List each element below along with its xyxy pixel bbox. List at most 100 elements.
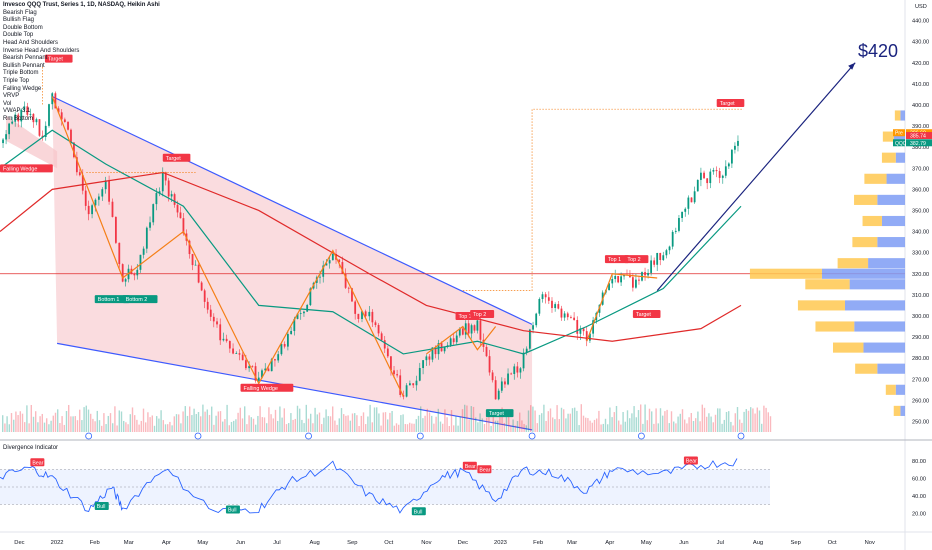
volume-bar — [646, 420, 648, 432]
candle — [497, 390, 500, 400]
candle — [617, 275, 620, 283]
volume-bar — [241, 418, 244, 432]
volume-bar — [569, 413, 571, 432]
volume-profile-bar — [895, 384, 905, 395]
candle — [631, 277, 634, 288]
volume-bar — [587, 418, 589, 432]
candle — [611, 279, 614, 284]
candle — [293, 318, 296, 331]
candle — [371, 311, 374, 323]
candle — [264, 368, 267, 371]
candle — [525, 348, 528, 353]
volume-profile-bar — [894, 110, 901, 121]
volume-bar — [664, 411, 666, 432]
volume-bar — [395, 423, 398, 432]
volume-bar — [32, 416, 35, 432]
candle — [78, 172, 81, 176]
candle — [60, 112, 63, 120]
volume-bar — [732, 425, 734, 432]
volume-bar — [411, 423, 413, 432]
candle — [87, 205, 90, 215]
candle — [14, 114, 17, 122]
volume-bar — [728, 411, 730, 432]
legend-item[interactable]: Vol — [3, 100, 12, 107]
volume-bar — [453, 425, 455, 432]
candle — [458, 328, 461, 336]
volume-bar — [653, 423, 655, 432]
candle — [415, 380, 418, 386]
pattern-label — [0, 164, 53, 173]
candle — [408, 383, 411, 386]
volume-bar — [499, 412, 501, 432]
legend-item[interactable]: Bearish Pennant — [3, 55, 48, 62]
legend-item[interactable]: Triple Bottom — [3, 70, 39, 77]
volume-bar — [637, 410, 640, 432]
volume-bar — [24, 422, 26, 432]
volume-bar — [74, 416, 76, 432]
volume-bar — [591, 422, 593, 432]
volume-bar — [332, 406, 334, 432]
legend-item[interactable]: Triple Top — [3, 77, 30, 84]
legend-item[interactable]: VWAP 3.1 — [3, 108, 31, 115]
legend-item[interactable]: Bearish Flag — [3, 9, 37, 16]
volume-bar — [739, 419, 741, 432]
price-tick-label: 280.00 — [912, 356, 929, 362]
legend-item[interactable]: Falling Wedge — [3, 85, 42, 92]
volume-bar — [90, 413, 92, 432]
candle — [507, 373, 509, 385]
candle — [277, 354, 280, 361]
candle — [67, 122, 69, 130]
volume-bar — [448, 425, 450, 432]
volume-bar — [433, 423, 435, 432]
legend-item[interactable]: VRVP — [3, 93, 20, 100]
volume-bar — [747, 410, 750, 432]
candle — [647, 272, 649, 276]
volume-bar — [472, 406, 475, 432]
candle — [142, 248, 145, 255]
candle — [341, 262, 344, 274]
legend-item[interactable]: Head And Shoulders — [3, 39, 59, 46]
legend-item[interactable]: Inverse Head And Shoulders — [3, 47, 80, 54]
volume-bar — [281, 417, 283, 432]
candle — [589, 333, 591, 341]
candle — [418, 368, 421, 381]
candle — [461, 328, 464, 335]
ma-red-line — [0, 171, 742, 342]
pattern-label-text: Target — [48, 57, 63, 63]
candle — [668, 246, 671, 251]
volume-bar — [376, 407, 378, 432]
volume-bar — [204, 411, 206, 432]
volume-bar — [202, 404, 204, 432]
candle — [541, 294, 544, 300]
volume-bar — [2, 415, 4, 432]
candle — [449, 338, 452, 346]
time-tick-label: Oct — [828, 540, 837, 546]
volume-bar — [120, 411, 123, 432]
candle — [170, 194, 173, 197]
volume-bar — [695, 418, 697, 432]
volume-profile-bar — [852, 237, 878, 248]
volume-bar — [299, 408, 301, 432]
candle — [500, 381, 503, 391]
volume-bar — [481, 418, 483, 432]
volume-bar — [725, 411, 728, 432]
volume-profile-bar — [821, 268, 905, 279]
volume-bar — [178, 414, 180, 432]
volume-profile-bar — [805, 279, 850, 290]
legend-item[interactable]: Bullish Flag — [3, 17, 35, 24]
legend-item[interactable]: Bullish Pennant — [3, 62, 45, 69]
candle — [547, 297, 550, 301]
legend-item[interactable]: Double Bottom — [3, 24, 43, 31]
volume-bar — [250, 417, 252, 432]
volume-bar — [39, 416, 41, 432]
legend-item[interactable]: Double Top — [3, 32, 34, 39]
legend-item[interactable]: Rm Bottom — [3, 115, 34, 122]
indicator-tick-label: 60.00 — [912, 476, 926, 482]
volume-bar — [536, 423, 538, 432]
volume-bar — [35, 411, 37, 432]
volume-profile-bar — [833, 342, 864, 353]
pattern-label-text: Target — [636, 312, 651, 318]
candle — [322, 265, 325, 277]
volume-bar — [171, 425, 173, 432]
